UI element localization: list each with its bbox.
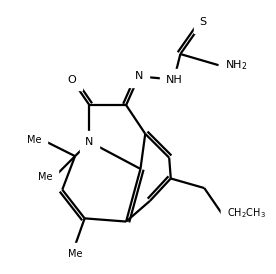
- Text: NH: NH: [166, 75, 182, 85]
- Text: NH$_2$: NH$_2$: [225, 58, 248, 72]
- Text: CH$_2$CH$_3$: CH$_2$CH$_3$: [227, 207, 266, 221]
- Text: Me: Me: [68, 249, 82, 259]
- Text: Me: Me: [38, 172, 53, 182]
- Text: Me: Me: [27, 135, 42, 145]
- Text: O: O: [68, 75, 76, 85]
- Text: S: S: [199, 17, 206, 27]
- Text: Et: Et: [227, 209, 237, 219]
- Text: N: N: [135, 71, 143, 81]
- Text: N: N: [85, 137, 94, 147]
